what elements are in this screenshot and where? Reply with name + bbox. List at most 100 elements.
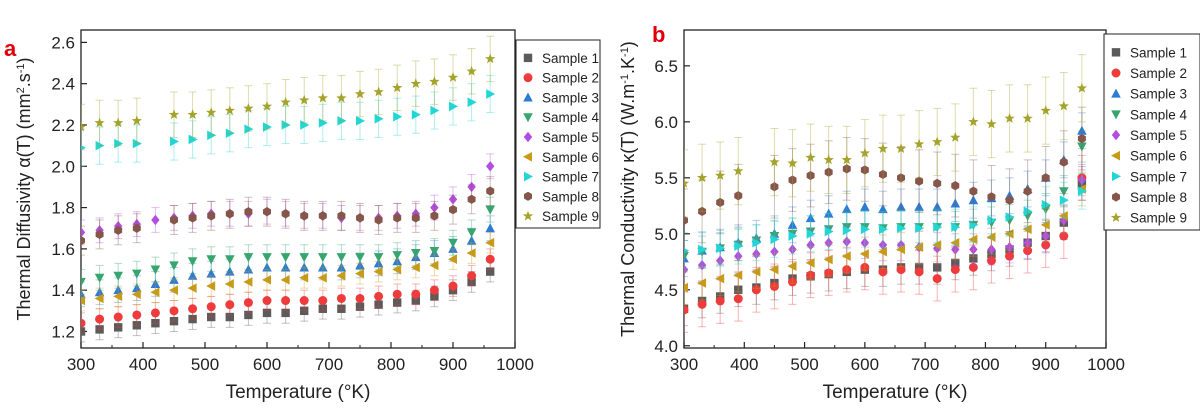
data-point [392, 289, 402, 299]
data-point [933, 263, 942, 272]
data-point [950, 237, 960, 248]
data-point [1041, 199, 1051, 210]
data-point [842, 265, 852, 275]
legend-box [1103, 33, 1200, 231]
legend-marker [523, 53, 533, 63]
data-point [915, 176, 924, 186]
data-point [1059, 195, 1069, 205]
data-point [81, 236, 85, 246]
data-point [188, 134, 198, 145]
legend-label: Sample 4 [542, 110, 600, 125]
data-point [95, 140, 105, 151]
y-tick-label: 4.5 [654, 281, 678, 300]
data-point [94, 293, 104, 304]
data-point [225, 300, 235, 310]
legend-label: Sample 3 [542, 90, 599, 105]
data-point [733, 270, 743, 281]
data-point [951, 258, 960, 268]
series-sample-9 [81, 35, 496, 151]
data-point [877, 143, 889, 154]
data-point [1022, 113, 1033, 123]
data-point [1058, 211, 1068, 221]
data-point [355, 253, 365, 263]
data-point [187, 257, 198, 267]
data-point [969, 220, 979, 230]
data-point [697, 278, 707, 288]
data-point [448, 281, 458, 291]
y-axis-label-superscript: -1 [619, 74, 631, 84]
data-point [281, 296, 291, 306]
data-point [1059, 215, 1068, 226]
data-point [299, 253, 309, 263]
data-point [697, 259, 707, 271]
data-point [206, 255, 216, 265]
data-point [206, 268, 216, 278]
panel-b: 300 400 500 600 700 800 900 1000 4.0 4.5 5.0 5.5 6.0… [618, 22, 1200, 403]
data-point [336, 262, 347, 272]
data-point [486, 186, 495, 196]
data-point [968, 262, 978, 272]
legend: Sample 1 Sample 2 Sample 3 Sample 4 Sample 5… [515, 39, 601, 229]
data-point [243, 298, 253, 308]
data-point [684, 264, 689, 275]
y-axis-label-part: α(T) (mm [14, 93, 34, 167]
data-point [392, 251, 402, 261]
data-point [896, 244, 906, 255]
data-point [429, 246, 440, 256]
data-point [752, 237, 762, 248]
data-point [859, 147, 870, 158]
data-point [373, 258, 384, 268]
data-point [188, 314, 197, 324]
data-point [806, 270, 816, 280]
data-point [787, 261, 797, 272]
data-point [448, 238, 458, 248]
data-point [317, 92, 328, 103]
data-point [392, 264, 402, 275]
data-point [392, 82, 403, 93]
data-point [281, 308, 290, 318]
data-point [318, 118, 328, 128]
data-point [244, 207, 253, 217]
data-point [95, 314, 105, 324]
data-point [1023, 186, 1032, 196]
data-point [299, 272, 309, 283]
data-point [243, 277, 253, 287]
x-tick-label: 600 [253, 355, 281, 374]
data-point [81, 295, 85, 306]
data-point [170, 215, 178, 225]
data-point [224, 279, 234, 289]
data-point [805, 258, 815, 268]
data-point [411, 249, 421, 259]
data-point [698, 206, 707, 216]
data-point [448, 194, 458, 205]
data-point [986, 232, 996, 242]
data-point [81, 289, 86, 299]
data-point [318, 296, 328, 306]
data-point [932, 240, 942, 250]
data-point [113, 285, 123, 295]
legend-label: Sample 6 [542, 150, 599, 165]
data-point [207, 211, 216, 221]
data-point [95, 229, 104, 240]
legend-label: Sample 2 [1130, 66, 1187, 81]
y-axis-label-part: .K [618, 57, 638, 74]
data-point [751, 285, 761, 295]
legend-label: Sample 8 [542, 189, 599, 204]
x-axis-label: Temperature (°K) [226, 382, 371, 403]
legend-marker [523, 151, 532, 162]
data-point [485, 254, 495, 264]
legend-label: Sample 6 [1130, 149, 1187, 164]
data-point [430, 105, 440, 116]
legend-marker [524, 191, 532, 201]
data-point [95, 325, 104, 334]
data-point [770, 234, 780, 245]
data-point [859, 249, 869, 259]
data-point [336, 92, 347, 103]
data-point [1041, 230, 1050, 242]
data-point [299, 94, 310, 105]
data-point [860, 224, 870, 235]
data-point [466, 248, 476, 258]
data-point [187, 283, 197, 293]
data-point [131, 115, 142, 126]
